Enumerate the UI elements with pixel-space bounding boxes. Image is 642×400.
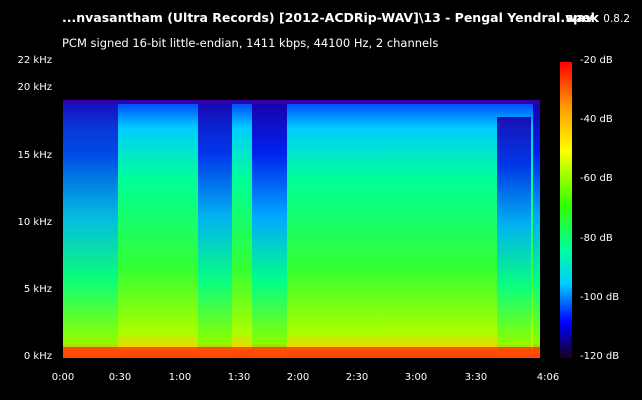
db-tick--120: -120 dB: [580, 351, 620, 362]
db-tick--60: -60 dB: [580, 173, 613, 184]
db-color-scale-svg: [560, 62, 572, 358]
x-tick-90: 1:30: [227, 372, 251, 383]
x-tick-0: 0:00: [51, 372, 75, 383]
spectrogram-plot: [63, 62, 549, 358]
spectrogram-svg: [63, 62, 549, 358]
db-tick--100: -100 dB: [580, 292, 620, 303]
y-tick-10: 10 kHz: [17, 217, 52, 228]
app-branding: spek 0.8.2: [566, 10, 630, 25]
x-tick-180: 3:00: [404, 372, 428, 383]
y-tick-0: 0 kHz: [23, 351, 52, 362]
y-tick-5: 5 kHz: [23, 284, 52, 295]
x-tick-150: 2:30: [345, 372, 369, 383]
x-tick-30: 0:30: [108, 372, 132, 383]
db-tick--20: -20 dB: [580, 55, 613, 66]
y-tick-20: 20 kHz: [17, 82, 52, 93]
x-tick-60: 1:00: [168, 372, 192, 383]
db-tick--40: -40 dB: [580, 114, 613, 125]
x-tick-210: 3:30: [464, 372, 488, 383]
audio-format-info: PCM signed 16-bit little-endian, 1411 kb…: [62, 36, 439, 50]
y-tick-15: 15 kHz: [17, 150, 52, 161]
app-version: 0.8.2: [603, 13, 630, 25]
db-color-scale: [560, 62, 572, 358]
x-tick-end: 4:06: [536, 372, 560, 383]
y-tick-22: 22 kHz: [17, 55, 52, 66]
x-tick-120: 2:00: [286, 372, 310, 383]
spectrum-title: ...nvasantham (Ultra Records) [2012-ACDR…: [62, 10, 594, 25]
app-name: spek: [565, 10, 599, 25]
db-tick--80: -80 dB: [580, 233, 613, 244]
